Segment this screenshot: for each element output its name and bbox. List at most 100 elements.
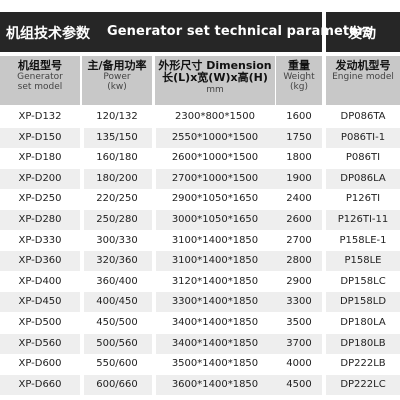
column-divider: [322, 105, 326, 400]
cell-engine: P126TI-11: [337, 214, 389, 225]
column-divider: [152, 105, 156, 400]
column-divider: [80, 105, 84, 400]
cell-dimension: 3120*1400*1850: [171, 275, 259, 287]
cell-power: 320/360: [96, 255, 138, 267]
cell-dimension: 2300*800*1500: [175, 111, 255, 122]
column-header-weight-cn: 重量: [288, 59, 310, 72]
table-row: XP-D600 550/600 3500*1400*1850 4000 DP222LB: [0, 354, 400, 374]
cell-weight: 1600: [286, 111, 312, 122]
cell-model: XP-D450: [18, 296, 62, 308]
column-header-model-en1: Generator: [17, 72, 63, 83]
cell-dimension: 3400*1400*1850: [171, 337, 259, 349]
cell-weight: 3300: [286, 296, 312, 308]
cell-power: 180/200: [96, 172, 138, 184]
cell-weight: 1750: [286, 131, 312, 143]
table-row: XP-D180 160/180 2600*1000*1500 1800 P086TI: [0, 148, 400, 168]
column-header-engine-en1: Engine model: [332, 72, 394, 83]
header-title-en: Generator set technical parameters: [107, 24, 373, 39]
cell-engine: P126TI: [345, 193, 381, 205]
cell-model: XP-D132: [18, 111, 62, 122]
column-header-engine: 发动机型号 Engine model: [326, 56, 400, 105]
column-header-weight: 重量 Weight (kg): [276, 56, 322, 105]
header-divider: [322, 12, 326, 52]
column-header-model-en2: set model: [17, 82, 63, 93]
table-row: XP-D150 135/150 2550*1000*1500 1750 P086TI-1: [0, 127, 400, 148]
cell-weight: 3500: [286, 317, 312, 328]
cell-weight: 2400: [286, 193, 312, 205]
cell-engine: DP222LB: [340, 358, 386, 370]
cell-engine: DP086LA: [340, 172, 386, 184]
column-header-weight-en2: (kg): [290, 82, 308, 93]
cell-dimension: 3000*1050*1650: [171, 214, 259, 225]
cell-weight: 2600: [286, 214, 312, 225]
cell-engine: P086TI-1: [340, 131, 386, 143]
column-header-power-en2: (kw): [107, 82, 127, 93]
cell-dimension: 3400*1400*1850: [171, 317, 259, 328]
cell-model: XP-D500: [18, 317, 62, 328]
cell-model: XP-D250: [18, 193, 62, 205]
cell-engine: DP222LC: [340, 378, 386, 390]
table-row: XP-D660 600/660 3600*1400*1850 4500 DP222LC: [0, 374, 400, 395]
table-row: XP-D200 180/200 2700*1000*1500 1900 DP086LA: [0, 168, 400, 189]
engine-section-title: 发动: [348, 26, 376, 42]
cell-model: XP-D280: [18, 214, 62, 225]
cell-engine: P086TI: [345, 152, 381, 164]
column-header-power-cn: 主/备用功率: [87, 59, 147, 72]
cell-weight: 4500: [286, 378, 312, 390]
cell-model: XP-D360: [18, 255, 62, 267]
cell-weight: 1900: [286, 172, 312, 184]
column-header-dimension: 外形尺寸 Dimension 长(L)x宽(W)x高(H) mm: [155, 56, 275, 105]
cell-weight: 2700: [286, 234, 312, 246]
table-row: XP-D250 220/250 2900*1050*1650 2400 P126TI: [0, 189, 400, 209]
column-header-weight-en1: Weight: [283, 72, 315, 83]
table-row: XP-D450 400/450 3300*1400*1850 3300 DP158LD: [0, 292, 400, 313]
column-header-model-cn: 机组型号: [18, 59, 62, 72]
table-row: XP-D400 360/400 3120*1400*1850 2900 DP158LC: [0, 272, 400, 292]
cell-dimension: 3300*1400*1850: [171, 296, 259, 308]
column-header-dimension-cn: 外形尺寸 Dimension: [158, 59, 272, 72]
cell-power: 300/330: [96, 234, 138, 246]
cell-engine: DP180LA: [340, 317, 386, 328]
cell-engine: P158LE-1: [339, 234, 387, 246]
header-title-cn: 机组技术参数: [6, 26, 90, 42]
cell-model: XP-D150: [18, 131, 62, 143]
cell-dimension: 2900*1050*1650: [171, 193, 259, 205]
cell-model: XP-D330: [18, 234, 62, 246]
column-header-dimension-unit: mm: [206, 84, 224, 95]
cell-dimension: 3100*1400*1850: [171, 234, 259, 246]
table-row: XP-D360 320/360 3100*1400*1850 2800 P158LE: [0, 251, 400, 272]
column-header-power-en1: Power: [103, 72, 131, 83]
cell-weight: 2800: [286, 255, 312, 267]
table-row: XP-D132 120/132 2300*800*1500 1600 DP086TA: [0, 107, 400, 127]
cell-weight: 1800: [286, 152, 312, 164]
cell-weight: 4000: [286, 358, 312, 370]
cell-dimension: 2550*1000*1500: [171, 131, 259, 143]
cell-model: XP-D180: [18, 152, 62, 164]
column-header-dimension-lwh: 长(L)x宽(W)x高(H): [162, 71, 268, 85]
cell-model: XP-D660: [18, 378, 62, 390]
header-bar-right: [326, 12, 400, 52]
header-bar: [0, 12, 322, 52]
cell-power: 250/280: [96, 214, 138, 225]
column-header-model: 机组型号 Generator set model: [0, 56, 80, 105]
table-row: XP-D330 300/330 3100*1400*1850 2700 P158LE-1: [0, 231, 400, 251]
cell-power: 160/180: [96, 152, 138, 164]
table-row: XP-D560 500/560 3400*1400*1850 3700 DP180LB: [0, 333, 400, 354]
cell-power: 500/560: [96, 337, 138, 349]
cell-power: 550/600: [96, 358, 138, 370]
column-header-power: 主/备用功率 Power (kw): [82, 56, 152, 105]
cell-power: 360/400: [96, 275, 138, 287]
cell-engine: DP158LD: [339, 296, 387, 308]
cell-model: XP-D600: [18, 358, 62, 370]
cell-model: XP-D400: [18, 275, 62, 287]
cell-model: XP-D560: [18, 337, 62, 349]
cell-power: 135/150: [96, 131, 138, 143]
cell-power: 220/250: [96, 193, 138, 205]
cell-dimension: 2600*1000*1500: [171, 152, 259, 164]
section-header: 机组技术参数 Generator set technical parameter…: [0, 12, 400, 52]
cell-dimension: 3500*1400*1850: [171, 358, 259, 370]
cell-power: 120/132: [96, 111, 138, 122]
cell-weight: 3700: [286, 337, 312, 349]
cell-dimension: 3100*1400*1850: [171, 255, 259, 267]
